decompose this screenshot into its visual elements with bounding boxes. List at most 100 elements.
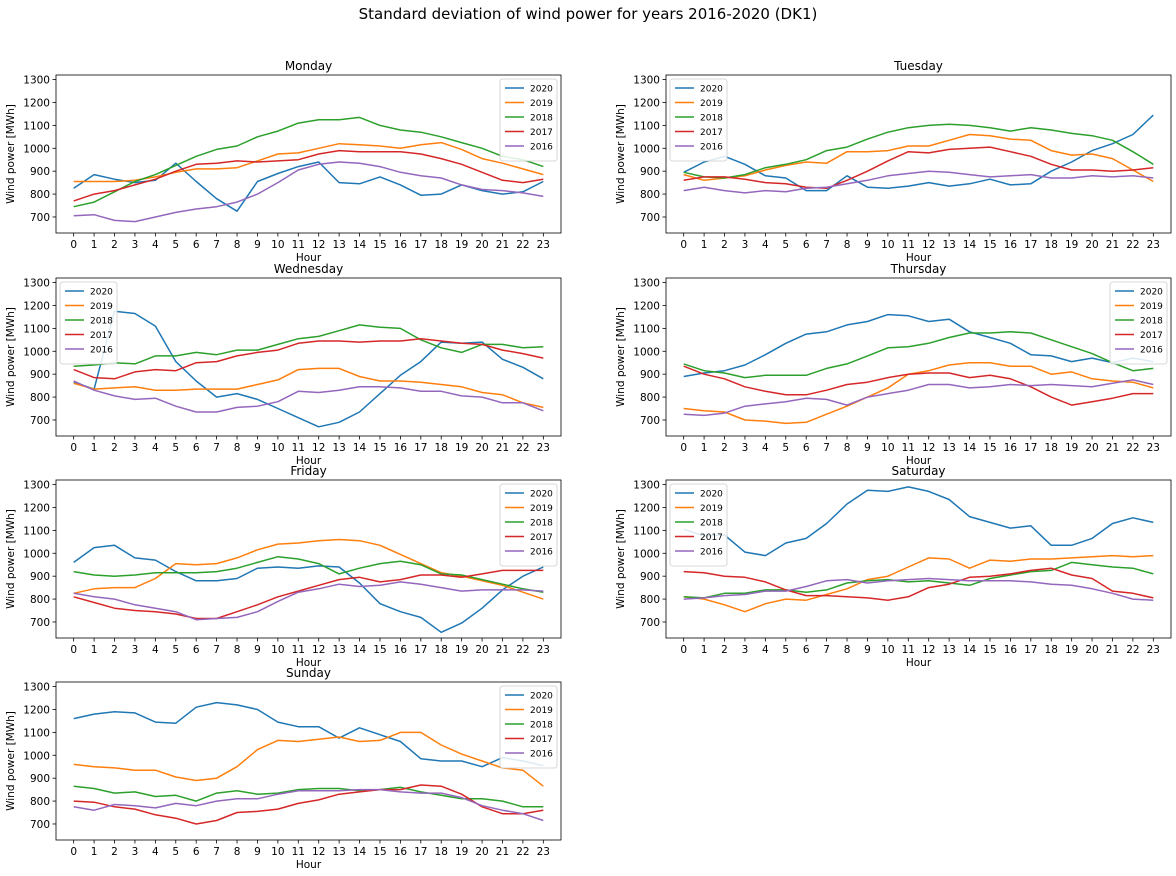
x-tick-label: 7 [213,846,220,858]
x-tick-label: 14 [963,442,977,454]
x-tick-label: 13 [942,644,955,656]
x-tick-label: 11 [902,644,915,656]
subplot-title: Saturday [891,464,945,478]
x-tick-label: 5 [172,644,179,656]
legend: 2020 2019 2018 2017 2016 [499,483,558,567]
subplot-title: Monday [285,59,332,73]
subplot-title: Tuesday [893,59,943,73]
x-tick-label: 5 [172,846,179,858]
y-tick-label: 1300 [23,278,50,290]
x-tick-label: 12 [312,846,325,858]
series-line-2016 [73,380,544,413]
x-tick-label: 0 [70,846,77,858]
x-tick-label: 3 [132,442,139,454]
legend-label-2019: 2019 [1140,302,1163,312]
x-tick-label: 6 [803,644,810,656]
x-tick-label: 4 [762,442,769,454]
y-tick-label: 1300 [633,278,660,290]
x-tick-label: 19 [455,846,468,858]
legend-box [59,281,118,365]
figure-title: Standard deviation of wind power for yea… [359,5,818,23]
x-tick-label: 0 [680,644,687,656]
x-tick-label: 22 [516,846,529,858]
y-tick-label: 1200 [23,704,50,716]
x-tick-label: 1 [701,442,708,454]
legend-label-2018: 2018 [1140,317,1163,327]
x-tick-label: 12 [922,644,935,656]
series-line-2016 [73,161,544,223]
x-tick-label: 0 [70,239,77,251]
x-tick-label: 8 [234,442,241,454]
y-tick-label: 800 [640,392,660,404]
y-tick-label: 700 [30,415,50,427]
y-tick-label: 900 [640,571,660,583]
y-tick-label: 700 [30,617,50,629]
y-tick-label: 900 [30,571,50,583]
x-tick-label: 10 [271,442,284,454]
x-tick-label: 15 [983,644,996,656]
axes-frame [55,681,562,841]
x-tick-label: 4 [152,442,159,454]
y-tick-label: 1200 [23,97,50,109]
legend-label-2018: 2018 [700,114,723,124]
x-tick-label: 6 [193,239,200,251]
legend-label-2020: 2020 [700,490,723,500]
y-tick-label: 1100 [23,120,50,132]
x-tick-label: 22 [1126,239,1139,251]
y-tick-label: 1000 [23,346,50,358]
x-axis-label: Hour [296,455,322,467]
y-tick-label: 1300 [23,682,50,694]
legend-label-2016: 2016 [700,143,723,153]
series-line-2018 [73,116,544,208]
x-tick-label: 10 [881,239,894,251]
x-tick-label: 13 [332,846,345,858]
series-line-2020 [683,313,1154,378]
legend-label-2020: 2020 [530,490,553,500]
x-tick-label: 11 [292,644,305,656]
x-tick-label: 6 [803,239,810,251]
legend-label-2018: 2018 [90,317,113,327]
x-tick-label: 16 [394,239,408,251]
y-tick-label: 1200 [633,97,660,109]
series-line-2020 [683,486,1154,557]
x-tick-label: 10 [271,644,284,656]
legend-label-2020: 2020 [1140,288,1163,298]
x-tick-label: 8 [234,846,241,858]
x-tick-label: 21 [496,644,509,656]
x-tick-label: 3 [132,644,139,656]
series-line-2017 [683,146,1154,190]
legend-label-2020: 2020 [530,692,553,702]
x-axis-label: Hour [296,657,322,669]
y-tick-label: 1100 [633,323,660,335]
legend-label-2018: 2018 [530,721,553,731]
legend-box [499,483,558,567]
subplot-title: Wednesday [274,262,343,276]
series-line-2017 [73,337,544,380]
x-tick-label: 19 [455,239,468,251]
x-tick-label: 19 [455,442,468,454]
x-tick-label: 7 [213,644,220,656]
x-tick-label: 23 [537,846,550,858]
series-line-2018 [683,331,1154,379]
legend-label-2019: 2019 [530,99,553,109]
y-tick-label: 1200 [633,300,660,312]
x-tick-label: 9 [864,442,871,454]
x-tick-label: 23 [1147,442,1160,454]
x-tick-label: 23 [1147,644,1160,656]
x-tick-label: 17 [414,846,427,858]
legend-label-2016: 2016 [700,548,723,558]
legend-label-2018: 2018 [530,519,553,529]
legend-label-2016: 2016 [90,346,113,356]
legend-label-2020: 2020 [90,288,113,298]
x-tick-label: 18 [435,644,448,656]
x-tick-label: 7 [823,644,830,656]
series-line-2018 [73,324,544,367]
axes-frame [55,277,562,437]
x-tick-label: 0 [70,644,77,656]
x-tick-label: 23 [1147,239,1160,251]
x-axis-label: Hour [906,252,932,264]
y-tick-label: 1300 [23,75,50,87]
x-tick-label: 12 [922,442,935,454]
x-tick-label: 19 [1065,239,1078,251]
x-tick-label: 22 [516,644,529,656]
